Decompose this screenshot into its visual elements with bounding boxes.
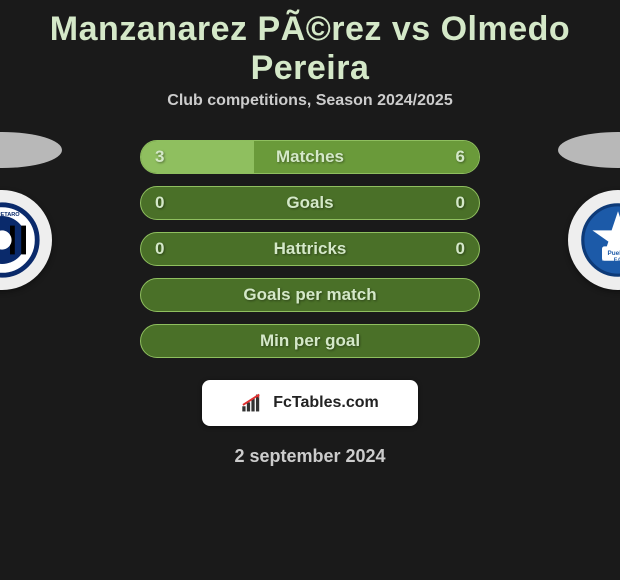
club-badge-left: QUERETARO	[0, 190, 52, 290]
player-head-left	[0, 132, 62, 168]
stat-value-left: 0	[155, 239, 164, 259]
footer-brand-text: FcTables.com	[273, 394, 379, 412]
stat-value-left: 3	[155, 147, 164, 167]
page-title: Manzanarez PÃ©rez vs Olmedo Pereira	[0, 0, 620, 92]
stat-row: 0 0 Hattricks	[140, 232, 480, 266]
stat-row: 3 6 Matches	[140, 140, 480, 174]
queretaro-crest-icon: QUERETARO	[0, 200, 42, 280]
svg-text:F.C: F.C	[614, 258, 620, 264]
player-head-right	[558, 132, 620, 168]
date-text: 2 september 2024	[0, 446, 620, 467]
stat-label: Min per goal	[260, 331, 360, 351]
comparison-arena: QUERETARO Puebla F.C 3 6 Matches 0 0 Goals 0 0 H…	[0, 140, 620, 358]
fctables-logo-icon	[241, 393, 267, 413]
stat-label: Goals	[286, 193, 333, 213]
stat-value-left: 0	[155, 193, 164, 213]
club-badge-right: Puebla F.C	[568, 190, 620, 290]
subtitle: Club competitions, Season 2024/2025	[0, 92, 620, 110]
stat-label: Hattricks	[274, 239, 347, 259]
stat-row: Goals per match	[140, 278, 480, 312]
stat-row: Min per goal	[140, 324, 480, 358]
svg-text:Puebla: Puebla	[608, 250, 620, 257]
footer-brand-box: FcTables.com	[202, 380, 418, 426]
stat-label: Goals per match	[243, 285, 376, 305]
stat-label: Matches	[276, 147, 344, 167]
stat-value-right: 0	[456, 193, 465, 213]
stat-value-right: 6	[456, 147, 465, 167]
stat-row: 0 0 Goals	[140, 186, 480, 220]
puebla-crest-icon: Puebla F.C	[578, 200, 620, 280]
stat-value-right: 0	[456, 239, 465, 259]
stat-rows: 3 6 Matches 0 0 Goals 0 0 Hattricks Goals per mat…	[140, 140, 480, 358]
svg-text:QUERETARO: QUERETARO	[0, 212, 20, 218]
